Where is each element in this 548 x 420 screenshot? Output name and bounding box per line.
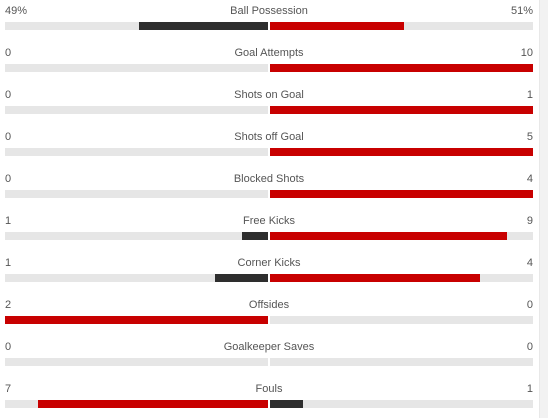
stat-row: Goal Attempts 0 10 — [0, 42, 538, 84]
away-bar-track — [270, 148, 533, 156]
home-bar-track — [5, 274, 268, 282]
stat-name: Offsides — [248, 299, 290, 311]
away-value: 0 — [526, 299, 533, 311]
stat-label-line: Ball Possession 49% 51% — [5, 4, 533, 18]
home-value: 0 — [5, 47, 12, 59]
away-bar — [270, 274, 480, 282]
away-bar — [270, 64, 533, 72]
home-bar-track — [5, 64, 268, 72]
away-bar — [270, 232, 507, 240]
stat-row: Shots on Goal 0 1 — [0, 84, 538, 126]
away-bar — [270, 148, 533, 156]
home-value: 0 — [5, 131, 12, 143]
away-bar-track — [270, 22, 533, 30]
home-bar-track — [5, 400, 268, 408]
away-bar-track — [270, 106, 533, 114]
scrollbar[interactable] — [539, 0, 548, 418]
stat-name: Shots on Goal — [234, 89, 304, 101]
stat-row: Free Kicks 1 9 — [0, 210, 538, 252]
home-value: 1 — [5, 257, 12, 269]
away-bar-track — [270, 64, 533, 72]
away-bar — [270, 22, 404, 30]
home-bar-track — [5, 148, 268, 156]
home-value: 2 — [5, 299, 12, 311]
away-bar-track — [270, 358, 533, 366]
home-bar — [242, 232, 268, 240]
away-bar-track — [270, 232, 533, 240]
stat-row: Goalkeeper Saves 0 0 — [0, 336, 538, 378]
stat-row: Ball Possession 49% 51% — [0, 0, 538, 42]
home-bar-track — [5, 22, 268, 30]
home-bar — [215, 274, 268, 282]
stat-label-line: Corner Kicks 1 4 — [5, 256, 533, 270]
stat-row: Offsides 2 0 — [0, 294, 538, 336]
home-bar-track — [5, 106, 268, 114]
away-value: 0 — [526, 341, 533, 353]
away-value: 10 — [520, 47, 533, 59]
away-value: 4 — [526, 257, 533, 269]
stat-label-line: Goal Attempts 0 10 — [5, 46, 533, 60]
stat-label-line: Shots off Goal 0 5 — [5, 130, 533, 144]
home-value: 49% — [5, 5, 28, 17]
stat-row: Fouls 7 1 — [0, 378, 538, 420]
home-value: 0 — [5, 341, 12, 353]
stat-name: Goalkeeper Saves — [223, 341, 315, 353]
stat-row: Shots off Goal 0 5 — [0, 126, 538, 168]
away-value: 5 — [526, 131, 533, 143]
away-value: 51% — [510, 5, 533, 17]
away-bar-track — [270, 274, 533, 282]
stat-label-line: Offsides 2 0 — [5, 298, 533, 312]
home-bar-track — [5, 190, 268, 198]
stat-label-line: Shots on Goal 0 1 — [5, 88, 533, 102]
away-bar — [270, 190, 533, 198]
home-value: 1 — [5, 215, 12, 227]
home-bar-track — [5, 358, 268, 366]
home-value: 0 — [5, 173, 12, 185]
away-value: 1 — [526, 89, 533, 101]
away-bar — [270, 106, 533, 114]
away-bar-track — [270, 316, 533, 324]
stat-name: Goal Attempts — [234, 47, 304, 59]
stat-label-line: Blocked Shots 0 4 — [5, 172, 533, 186]
away-bar-track — [270, 190, 533, 198]
away-bar — [270, 400, 303, 408]
stat-label-line: Goalkeeper Saves 0 0 — [5, 340, 533, 354]
home-bar — [38, 400, 268, 408]
stat-row: Blocked Shots 0 4 — [0, 168, 538, 210]
home-value: 0 — [5, 89, 12, 101]
stat-name: Blocked Shots — [233, 173, 305, 185]
away-value: 9 — [526, 215, 533, 227]
home-bar — [139, 22, 268, 30]
home-bar-track — [5, 232, 268, 240]
home-bar-track — [5, 316, 268, 324]
stat-label-line: Free Kicks 1 9 — [5, 214, 533, 228]
stat-row: Corner Kicks 1 4 — [0, 252, 538, 294]
stat-name: Corner Kicks — [237, 257, 301, 269]
stat-name: Fouls — [255, 383, 283, 395]
home-value: 7 — [5, 383, 12, 395]
stat-label-line: Fouls 7 1 — [5, 382, 533, 396]
stat-name: Free Kicks — [243, 215, 295, 227]
away-value: 4 — [526, 173, 533, 185]
home-bar — [5, 316, 268, 324]
stat-name: Shots off Goal — [234, 131, 304, 143]
away-bar-track — [270, 400, 533, 408]
away-value: 1 — [526, 383, 533, 395]
stat-name: Ball Possession — [230, 5, 308, 17]
